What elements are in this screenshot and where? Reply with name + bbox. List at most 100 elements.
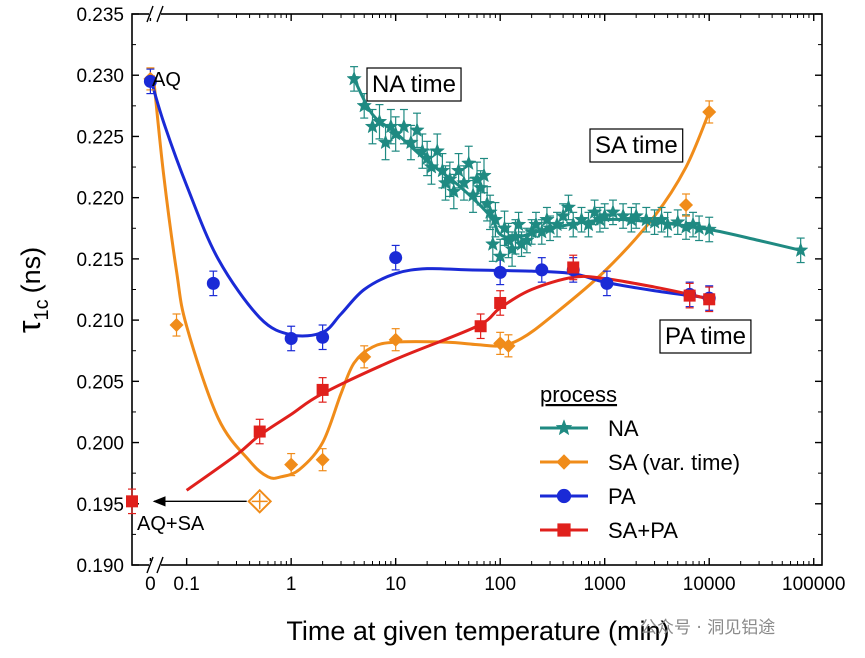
point-na (423, 158, 440, 174)
point-na (419, 150, 435, 166)
legend-label-na: NA (608, 416, 639, 441)
point-sa-pa (253, 425, 266, 438)
point-sa (702, 104, 717, 119)
point-na (377, 134, 394, 150)
point-na (701, 221, 717, 237)
axis-break-gap (149, 561, 161, 569)
x-tick-label: 10 (385, 574, 406, 595)
y-tick-label: 0.225 (76, 127, 124, 148)
point-na (504, 240, 520, 256)
point-na (615, 207, 631, 223)
point-sa (315, 452, 330, 467)
point-na (383, 118, 399, 134)
point-na (456, 174, 472, 190)
point-na (549, 216, 565, 232)
error-bars (128, 66, 805, 515)
point-na (628, 207, 644, 223)
y-tick-label: 0.235 (76, 5, 124, 26)
y-axis-subscript: 1c (31, 299, 53, 320)
svg-text:τ1c(ns): τ1c (ns) (11, 247, 53, 333)
point-na (669, 213, 686, 229)
point-na (472, 179, 489, 195)
point-pa (316, 330, 330, 344)
x-tick-label: 10000 (683, 574, 736, 595)
legend-label-pa: PA (608, 484, 636, 509)
legend-marker-sa (556, 454, 572, 470)
pa-time-annotation: PA time (665, 323, 746, 350)
legend-title: process (540, 382, 617, 407)
sa-time-annotation: SA time (595, 132, 678, 159)
point-sa (357, 349, 372, 364)
point-sa (284, 457, 299, 472)
legend-label-sa-pa: SA+PA (608, 518, 678, 543)
point-na (479, 195, 495, 211)
y-axis-unit: (ns) (16, 247, 46, 294)
y-tick-label: 0.195 (76, 495, 124, 516)
axis-break-mark (146, 556, 154, 574)
legend: NA SA (var. time) PA SA+PA (540, 416, 740, 543)
point-na (450, 162, 467, 178)
point-na (519, 232, 535, 248)
sa-time-annotation-box (589, 128, 684, 163)
point-sa-pa (494, 296, 507, 309)
point-pa (535, 263, 549, 277)
point-sa-pa (126, 495, 138, 508)
point-na (460, 155, 477, 170)
y-tick-label: 0.210 (76, 311, 124, 332)
point-na (371, 113, 388, 129)
point-sa (388, 332, 403, 347)
legend-marker-na (555, 419, 573, 436)
point-na (496, 220, 513, 235)
point-na (638, 211, 655, 227)
axes-frame (131, 5, 823, 574)
y-tick-label: 0.230 (76, 66, 124, 87)
point-na (560, 199, 577, 215)
y-tick-label: 0.220 (76, 189, 124, 210)
y-tick-label: 0.205 (76, 372, 124, 393)
y-tick-label: 0.215 (76, 250, 124, 271)
point-na (482, 204, 498, 219)
point-sa-pa (683, 289, 696, 302)
x-tick-label: 1000 (584, 574, 626, 595)
point-sa (679, 198, 694, 213)
na-time-annotation-box (366, 67, 462, 102)
aq-sa-annotation: AQ+SA (137, 513, 205, 535)
point-sa-pa (703, 293, 716, 306)
na-time-annotation: NA time (372, 71, 456, 98)
data-points (126, 70, 809, 514)
point-na (573, 211, 590, 227)
point-na (487, 211, 504, 227)
legend-marker-pa (556, 488, 572, 504)
point-na (476, 167, 492, 183)
y-axis-tau: τ (11, 320, 47, 333)
point-sa-pa (316, 383, 329, 396)
point-na (555, 207, 571, 223)
point-sa (501, 338, 516, 353)
watermark-text: 公众号 · 洞见铝途 (640, 618, 775, 638)
point-na (434, 162, 451, 178)
point-na (510, 216, 527, 232)
point-sa (169, 318, 184, 333)
point-na (507, 228, 524, 244)
chart-text: NA time SA time PA time AQ AQ+SA Time at… (11, 5, 845, 646)
point-na (465, 186, 481, 202)
point-pa (389, 251, 403, 265)
legend-label-sa: SA (var. time) (608, 450, 740, 475)
x-tick-label: 1 (286, 574, 297, 595)
point-na (691, 220, 707, 235)
point-na (346, 70, 362, 86)
axis-break-mark (156, 5, 164, 23)
x-tick-label: 0.1 (173, 574, 199, 595)
fit-curve-pa (148, 77, 710, 338)
point-sa-pa (474, 320, 487, 333)
point-na (446, 183, 462, 199)
point-na (356, 97, 372, 113)
axis-break-mark (146, 5, 154, 23)
point-sa-pa (567, 261, 580, 274)
x-axis-label: Time at given temperature (min) (286, 616, 669, 646)
point-na (442, 171, 458, 186)
legend-marker-sa-pa (557, 523, 571, 537)
axis-break-gap (149, 10, 161, 18)
y-axis-label: τ1c (ns) (11, 247, 53, 333)
